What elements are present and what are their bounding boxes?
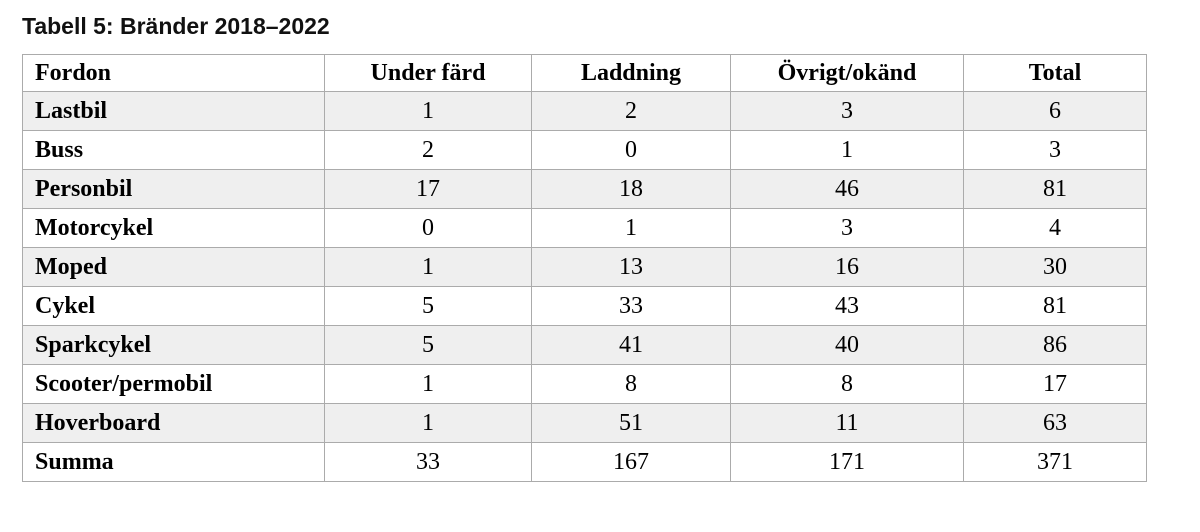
value-cell: 40 [730, 325, 964, 365]
vehicle-name-cell: Scooter/permobil [22, 364, 325, 404]
table-row: Lastbil 1 2 3 6 [22, 91, 1147, 131]
value-cell: 2 [531, 91, 731, 131]
column-header-fordon: Fordon [22, 54, 325, 92]
value-cell: 81 [963, 169, 1147, 209]
value-cell: 2 [324, 130, 532, 170]
value-cell: 63 [963, 403, 1147, 443]
value-cell: 1 [324, 364, 532, 404]
value-cell: 0 [531, 130, 731, 170]
value-cell: 16 [730, 247, 964, 287]
vehicle-name-cell: Hoverboard [22, 403, 325, 443]
table-row: Hoverboard 1 51 11 63 [22, 403, 1147, 443]
value-cell: 8 [531, 364, 731, 404]
table-row: Scooter/permobil 1 8 8 17 [22, 364, 1147, 404]
value-cell: 46 [730, 169, 964, 209]
value-cell: 3 [730, 208, 964, 248]
value-cell: 371 [963, 442, 1147, 482]
value-cell: 18 [531, 169, 731, 209]
table-row: Cykel 5 33 43 81 [22, 286, 1147, 326]
vehicle-name-cell: Sparkcykel [22, 325, 325, 365]
value-cell: 1 [730, 130, 964, 170]
table-row: Summa 33 167 171 371 [22, 442, 1147, 482]
table-row: Motorcykel 0 1 3 4 [22, 208, 1147, 248]
value-cell: 3 [730, 91, 964, 131]
table-row: Buss 2 0 1 3 [22, 130, 1147, 170]
value-cell: 1 [324, 247, 532, 287]
vehicle-name-cell: Motorcykel [22, 208, 325, 248]
value-cell: 0 [324, 208, 532, 248]
value-cell: 33 [324, 442, 532, 482]
vehicle-name-cell: Moped [22, 247, 325, 287]
value-cell: 51 [531, 403, 731, 443]
table-row: Moped 1 13 16 30 [22, 247, 1147, 287]
value-cell: 4 [963, 208, 1147, 248]
column-header-under-fard: Under färd [324, 54, 532, 92]
value-cell: 6 [963, 91, 1147, 131]
vehicle-name-cell: Cykel [22, 286, 325, 326]
value-cell: 171 [730, 442, 964, 482]
value-cell: 43 [730, 286, 964, 326]
value-cell: 3 [963, 130, 1147, 170]
value-cell: 13 [531, 247, 731, 287]
value-cell: 30 [963, 247, 1147, 287]
table-body: Lastbil 1 2 3 6 Buss 2 0 1 3 Personbil 17 18 46 81 Moto… [22, 91, 1147, 482]
value-cell: 33 [531, 286, 731, 326]
column-header-ovrigt-okand: Övrigt/okänd [730, 54, 964, 92]
table-row: Sparkcykel 5 41 40 86 [22, 325, 1147, 365]
value-cell: 1 [324, 403, 532, 443]
value-cell: 41 [531, 325, 731, 365]
value-cell: 86 [963, 325, 1147, 365]
table-title: Tabell 5: Bränder 2018–2022 [22, 13, 330, 39]
value-cell: 17 [963, 364, 1147, 404]
vehicle-name-cell: Personbil [22, 169, 325, 209]
header-row: Fordon Under färd Laddning Övrigt/okänd … [22, 54, 1147, 92]
value-cell: 5 [324, 286, 532, 326]
value-cell: 167 [531, 442, 731, 482]
value-cell: 1 [324, 91, 532, 131]
fires-by-vehicle-table: Fordon Under färd Laddning Övrigt/okänd … [22, 54, 1147, 482]
vehicle-name-cell: Summa [22, 442, 325, 482]
table-row: Personbil 17 18 46 81 [22, 169, 1147, 209]
value-cell: 1 [531, 208, 731, 248]
value-cell: 17 [324, 169, 532, 209]
value-cell: 81 [963, 286, 1147, 326]
document-page: Tabell 5: Bränder 2018–2022 Fordon Under… [22, 13, 1147, 482]
table-header: Fordon Under färd Laddning Övrigt/okänd … [22, 54, 1147, 92]
vehicle-name-cell: Buss [22, 130, 325, 170]
value-cell: 8 [730, 364, 964, 404]
value-cell: 11 [730, 403, 964, 443]
value-cell: 5 [324, 325, 532, 365]
vehicle-name-cell: Lastbil [22, 91, 325, 131]
column-header-total: Total [963, 54, 1147, 92]
column-header-laddning: Laddning [531, 54, 731, 92]
